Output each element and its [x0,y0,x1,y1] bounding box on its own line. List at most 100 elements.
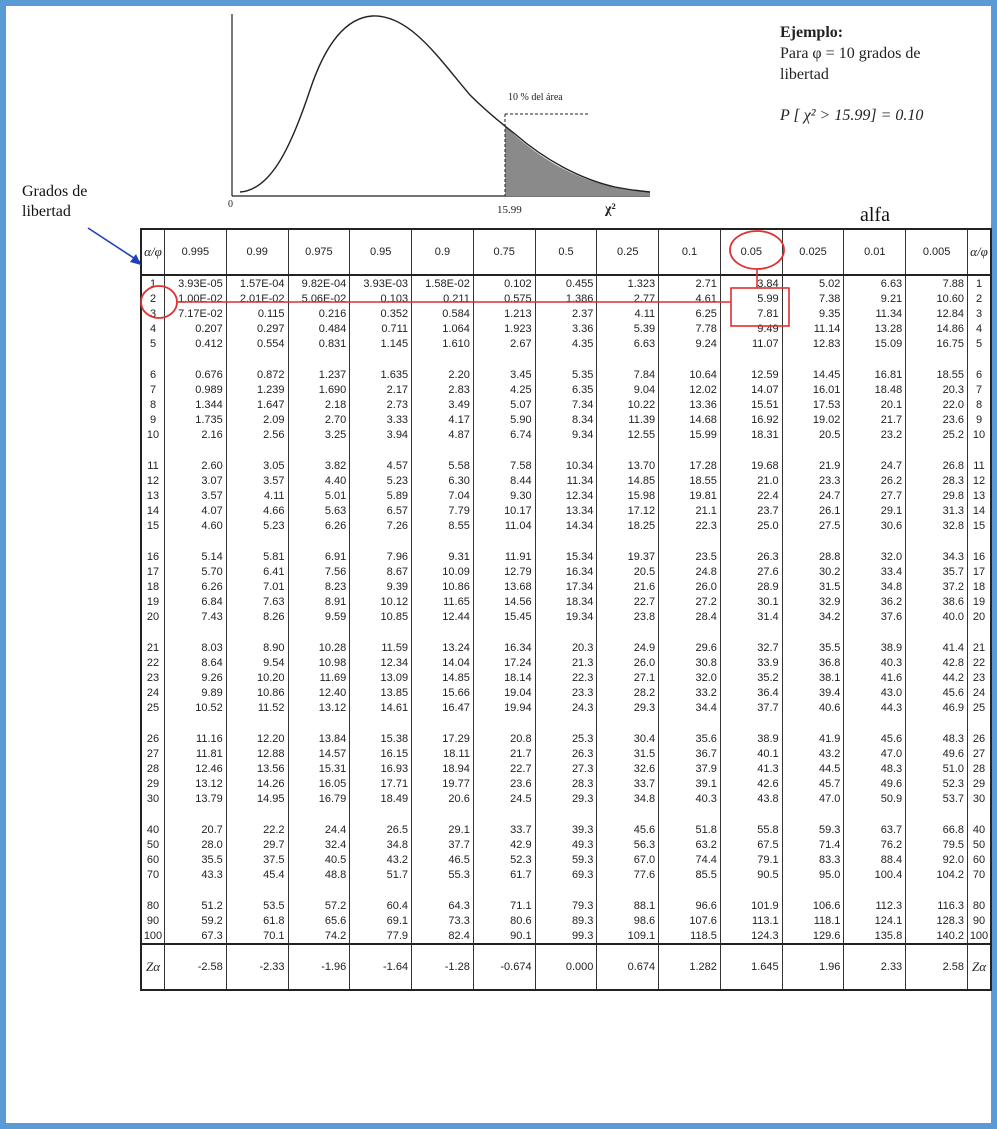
gap-cell [720,533,783,549]
value-cell: 12.40 [288,685,351,700]
value-cell: 53.7 [905,791,968,806]
table-row: 24 9.89 10.86 12.40 13.85 15.66 19.04 23.3 28.2 3… [141,685,992,700]
value-cell: 24.7 [843,458,907,473]
value-cell: 30.6 [843,518,907,533]
table-row: 1 3.93E-05 1.57E-04 9.82E-04 3.93E-03 1.58E-0… [141,275,992,291]
value-cell: 4.57 [349,458,413,473]
value-cell: 2.20 [411,367,474,382]
value-cell: 98.6 [596,913,660,928]
z-value-cell: -0.674 [473,943,536,990]
example-box: Ejemplo: Para φ = 10 grados de libertad … [780,22,980,126]
dof-line2: libertad [22,203,71,220]
value-cell: 16.75 [905,336,968,351]
value-cell: 67.5 [720,837,783,852]
dof-cell: 7 [141,382,165,397]
value-cell: 32.0 [843,549,907,564]
value-cell: 79.3 [535,898,598,913]
value-cell: 7.79 [411,503,474,518]
gap-cell [535,624,598,640]
value-cell: 113.1 [720,913,783,928]
value-cell: 5.81 [226,549,289,564]
value-cell: 0.872 [226,367,289,382]
alpha-header-0.5: 0.5 [535,228,598,276]
gap-cell [720,351,783,367]
dof-arrow-line [87,227,141,263]
dof-cell: 20 [141,609,165,624]
value-cell: 7.04 [411,488,474,503]
z-value-cell: 2.33 [843,943,907,990]
value-cell: 22.7 [473,761,536,776]
value-cell: 14.56 [473,594,536,609]
value-cell: 20.7 [164,822,227,837]
value-cell: 20.3 [535,640,598,655]
dof-cell-right: 100 [967,928,992,944]
value-cell: 2.37 [535,306,598,321]
value-cell: 11.65 [411,594,474,609]
value-cell: 1.57E-04 [226,275,289,291]
value-cell: 17.28 [658,458,721,473]
value-cell: 27.5 [782,518,845,533]
gap-cell [288,806,351,822]
value-cell: 34.3 [905,549,968,564]
value-cell: 18.55 [658,473,721,488]
value-cell: 20.6 [411,791,474,806]
value-cell: 42.9 [473,837,536,852]
value-cell: 7.34 [535,397,598,412]
value-cell: 140.2 [905,928,968,944]
alpha-header-0.01: 0.01 [843,228,907,276]
value-cell: 10.98 [288,655,351,670]
dof-cell: 25 [141,700,165,715]
value-cell: 31.3 [905,503,968,518]
dof-cell: 28 [141,761,165,776]
gap-cell [535,533,598,549]
value-cell: 26.5 [349,822,413,837]
value-cell: 25.2 [905,427,968,442]
value-cell: 100.4 [843,867,907,882]
value-cell: 36.8 [782,655,845,670]
value-cell: 10.86 [226,685,289,700]
value-cell: 6.26 [164,579,227,594]
value-cell: 8.91 [288,594,351,609]
value-cell: 17.12 [596,503,660,518]
gap-cell [349,351,413,367]
gap-cell [967,806,992,822]
value-cell: 74.4 [658,852,721,867]
dof-cell-right: 23 [967,670,992,685]
value-cell: 1.635 [349,367,413,382]
value-cell: 11.81 [164,746,227,761]
value-cell: 15.98 [596,488,660,503]
value-cell: 1.344 [164,397,227,412]
gap-cell [843,624,907,640]
value-cell: 7.84 [596,367,660,382]
dof-cell-right: 15 [967,518,992,533]
value-cell: 129.6 [782,928,845,944]
value-cell: 10.60 [905,291,968,306]
dof-cell-right: 21 [967,640,992,655]
value-cell: 128.3 [905,913,968,928]
value-cell: 22.0 [905,397,968,412]
value-cell: 29.1 [411,822,474,837]
value-cell: 21.7 [843,412,907,427]
example-line1: Para φ = 10 grados de [780,45,921,62]
z-value-cell: 2.58 [905,943,968,990]
value-cell: 12.88 [226,746,289,761]
value-cell: 14.68 [658,412,721,427]
dof-cell: 30 [141,791,165,806]
value-cell: 13.70 [596,458,660,473]
value-cell: 37.9 [658,761,721,776]
value-cell: 63.2 [658,837,721,852]
alpha-header-0.75: 0.75 [473,228,536,276]
value-cell: 3.25 [288,427,351,442]
value-cell: 3.36 [535,321,598,336]
value-cell: 28.0 [164,837,227,852]
value-cell: 85.5 [658,867,721,882]
gap-cell [164,351,227,367]
table-row: 16 5.14 5.81 6.91 7.96 9.31 11.91 15.34 19.37 23.… [141,549,992,564]
value-cell: 15.66 [411,685,474,700]
table-row: 15 4.60 5.23 6.26 7.26 8.55 11.04 14.34 18.25 22.… [141,518,992,533]
table-row: 6 0.676 0.872 1.237 1.635 2.20 3.45 5.35 7.84 10.… [141,367,992,382]
dof-cell: 14 [141,503,165,518]
value-cell: 13.24 [411,640,474,655]
dof-cell: 19 [141,594,165,609]
value-cell: 69.1 [349,913,413,928]
